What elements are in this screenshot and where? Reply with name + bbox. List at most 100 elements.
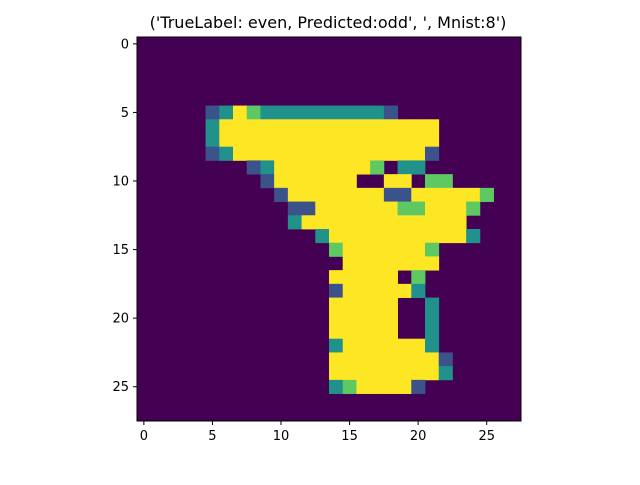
heatmap-cell: [383, 311, 398, 326]
heatmap-cell: [260, 133, 275, 148]
heatmap-cell: [466, 187, 481, 202]
heatmap-cell: [356, 283, 371, 298]
heatmap-cell: [342, 119, 357, 134]
heatmap-cell: [438, 201, 453, 216]
heatmap-cell: [342, 187, 357, 202]
heatmap-cell: [233, 119, 248, 134]
heatmap-cell: [315, 160, 330, 175]
heatmap-cell: [287, 201, 302, 216]
heatmap-cell: [425, 187, 440, 202]
heatmap-cell: [274, 119, 289, 134]
heatmap-cell: [438, 229, 453, 244]
heatmap-cell: [342, 338, 357, 353]
heatmap-cell: [438, 366, 453, 381]
heatmap-cell: [315, 201, 330, 216]
heatmap-cell: [383, 256, 398, 271]
heatmap-cell: [452, 215, 467, 230]
heatmap-cell: [411, 242, 426, 257]
heatmap-cell: [383, 215, 398, 230]
heatmap-cell: [342, 105, 357, 120]
heatmap-cell: [219, 146, 234, 161]
heatmap-cell: [452, 229, 467, 244]
heatmap-cell: [219, 133, 234, 148]
heatmap-cell: [370, 270, 385, 285]
heatmap-cell: [329, 215, 344, 230]
heatmap-cells: [137, 37, 521, 421]
heatmap-cell: [342, 379, 357, 394]
heatmap-cell: [383, 229, 398, 244]
heatmap-cell: [274, 174, 289, 189]
heatmap-cell: [287, 215, 302, 230]
heatmap-cell: [411, 119, 426, 134]
heatmap-cell: [370, 146, 385, 161]
heatmap-cell: [383, 105, 398, 120]
heatmap-cell: [383, 338, 398, 353]
heatmap-cell: [397, 187, 412, 202]
heatmap-cell: [370, 187, 385, 202]
heatmap-cell: [356, 215, 371, 230]
heatmap-cell: [397, 352, 412, 367]
heatmap-cell: [301, 187, 316, 202]
heatmap-cell: [356, 146, 371, 161]
heatmap-cell: [287, 187, 302, 202]
heatmap-cell: [342, 146, 357, 161]
heatmap-cell: [370, 297, 385, 312]
heatmap-cell: [397, 146, 412, 161]
heatmap-cell: [233, 133, 248, 148]
heatmap-cell: [356, 119, 371, 134]
heatmap-cell: [315, 174, 330, 189]
heatmap-cell: [383, 352, 398, 367]
heatmap-cell: [397, 133, 412, 148]
heatmap-cell: [383, 379, 398, 394]
heatmap-cell: [315, 187, 330, 202]
heatmap-cell: [411, 270, 426, 285]
heatmap-cell: [425, 119, 440, 134]
heatmap-cell: [411, 352, 426, 367]
heatmap-cell: [329, 119, 344, 134]
y-tick-label: 15: [112, 243, 129, 258]
heatmap-cell: [383, 297, 398, 312]
heatmap-cell: [397, 119, 412, 134]
y-tick-label: 5: [121, 106, 129, 121]
heatmap-cell: [356, 352, 371, 367]
heatmap-cell: [370, 338, 385, 353]
heatmap-cell: [397, 160, 412, 175]
heatmap-cell: [205, 133, 220, 148]
heatmap-cell: [342, 297, 357, 312]
heatmap-cell: [342, 160, 357, 175]
heatmap-cell: [425, 352, 440, 367]
heatmap-cell: [329, 379, 344, 394]
heatmap-cell: [370, 119, 385, 134]
heatmap-cell: [411, 187, 426, 202]
heatmap-cell: [383, 201, 398, 216]
heatmap-cell: [342, 174, 357, 189]
heatmap-cell: [438, 187, 453, 202]
heatmap-cell: [370, 283, 385, 298]
heatmap-cell: [233, 146, 248, 161]
heatmap-cell: [287, 105, 302, 120]
heatmap-cell: [383, 283, 398, 298]
y-tick-label: 10: [112, 175, 129, 190]
heatmap-cell: [438, 215, 453, 230]
heatmap-cell: [425, 311, 440, 326]
heatmap-cell: [383, 325, 398, 340]
heatmap-cell: [356, 105, 371, 120]
heatmap-cell: [411, 366, 426, 381]
heatmap-cell: [397, 256, 412, 271]
heatmap-cell: [329, 325, 344, 340]
heatmap-cell: [425, 256, 440, 271]
heatmap-cell: [301, 105, 316, 120]
heatmap-cell: [411, 256, 426, 271]
heatmap-cell: [329, 146, 344, 161]
heatmap-cell: [329, 352, 344, 367]
heatmap-cell: [411, 133, 426, 148]
heatmap-cell: [411, 283, 426, 298]
heatmap-cell: [370, 215, 385, 230]
y-tick-label: 0: [121, 37, 129, 52]
heatmap-cell: [356, 311, 371, 326]
heatmap-cell: [329, 366, 344, 381]
heatmap-cell: [342, 201, 357, 216]
heatmap-cell: [342, 352, 357, 367]
heatmap-cell: [274, 133, 289, 148]
